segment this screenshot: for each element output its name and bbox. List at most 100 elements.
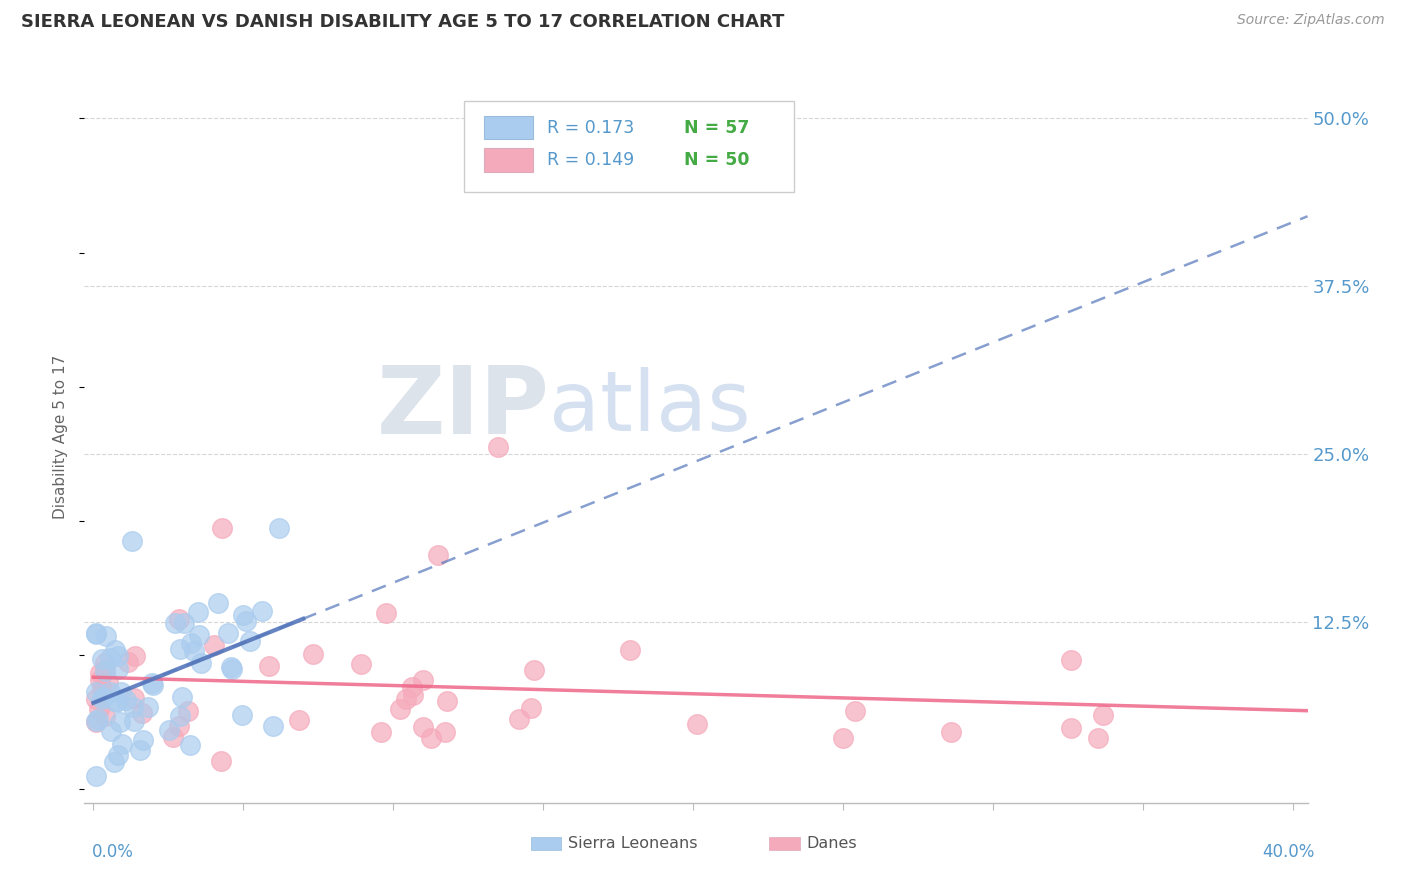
Point [91,690,114,705]
Point [349,657,371,671]
Point [188,627,211,641]
Point [167,719,190,733]
Point [124,648,146,663]
Point [217,626,239,640]
Text: ZIP: ZIP [377,362,550,454]
Point [93,664,115,678]
Point [262,719,284,733]
FancyBboxPatch shape [531,838,561,850]
Point [91,692,114,706]
Point [202,639,225,653]
Point [169,709,191,723]
Point [86,692,108,706]
Point [86,769,108,783]
Text: 40.0%: 40.0% [1263,843,1315,861]
Point [110,685,132,699]
FancyBboxPatch shape [484,116,533,139]
Point [433,724,456,739]
Text: N = 50: N = 50 [683,151,749,169]
Point [288,713,311,727]
Point [523,663,546,677]
FancyBboxPatch shape [769,838,800,850]
Point [86,626,108,640]
Point [124,691,146,706]
Point [105,694,128,708]
Point [1060,653,1083,667]
Point [117,655,139,669]
Point [86,714,108,728]
Point [89,702,111,716]
Point [94,663,117,677]
Point [436,694,458,708]
Point [142,678,165,692]
Point [107,748,129,763]
Text: 0.0%: 0.0% [91,843,134,861]
Text: Sierra Leoneans: Sierra Leoneans [568,837,697,851]
Point [94,656,117,670]
Point [831,731,853,746]
Text: R = 0.149: R = 0.149 [547,151,634,169]
Point [115,693,138,707]
Point [207,596,229,610]
Point [427,548,450,562]
Point [844,704,866,718]
Point [165,615,187,630]
Point [131,706,153,721]
Point [107,662,129,676]
Point [1087,731,1109,746]
Point [100,723,122,738]
FancyBboxPatch shape [464,101,794,192]
Point [111,737,134,751]
Text: SIERRA LEONEAN VS DANISH DISABILITY AGE 5 TO 17 CORRELATION CHART: SIERRA LEONEAN VS DANISH DISABILITY AGE … [21,13,785,31]
Point [173,616,195,631]
Point [136,699,159,714]
Point [122,714,145,728]
Point [177,704,200,718]
Point [91,681,114,696]
Text: N = 57: N = 57 [683,119,749,136]
Point [98,685,121,699]
Point [180,636,202,650]
Y-axis label: Disability Age 5 to 17: Disability Age 5 to 17 [53,355,69,519]
Point [419,731,441,745]
Point [1091,708,1114,723]
Point [170,690,193,704]
Point [190,656,212,670]
Point [128,743,150,757]
Point [141,676,163,690]
Point [107,648,129,663]
Point [169,641,191,656]
Point [389,702,412,716]
Point [250,604,273,618]
Point [132,733,155,747]
Point [269,521,291,535]
Point [619,643,641,657]
Text: Danes: Danes [806,837,856,851]
Point [86,715,108,730]
Point [183,644,205,658]
Point [209,755,232,769]
Point [187,605,209,619]
Point [87,712,110,726]
Point [941,725,963,739]
Point [231,708,253,723]
Point [89,673,111,687]
Point [103,756,125,770]
Point [302,647,325,661]
Text: atlas: atlas [550,368,751,449]
Point [97,675,120,690]
Point [89,666,111,681]
Point [686,717,709,731]
Point [221,662,243,676]
Point [232,607,254,622]
Point [104,642,127,657]
Point [375,607,398,621]
Point [486,440,509,454]
FancyBboxPatch shape [484,148,533,171]
Text: Source: ZipAtlas.com: Source: ZipAtlas.com [1237,13,1385,28]
Point [508,713,530,727]
Point [121,534,143,549]
Text: R = 0.173: R = 0.173 [547,119,634,136]
Point [179,738,201,752]
Point [105,695,128,709]
